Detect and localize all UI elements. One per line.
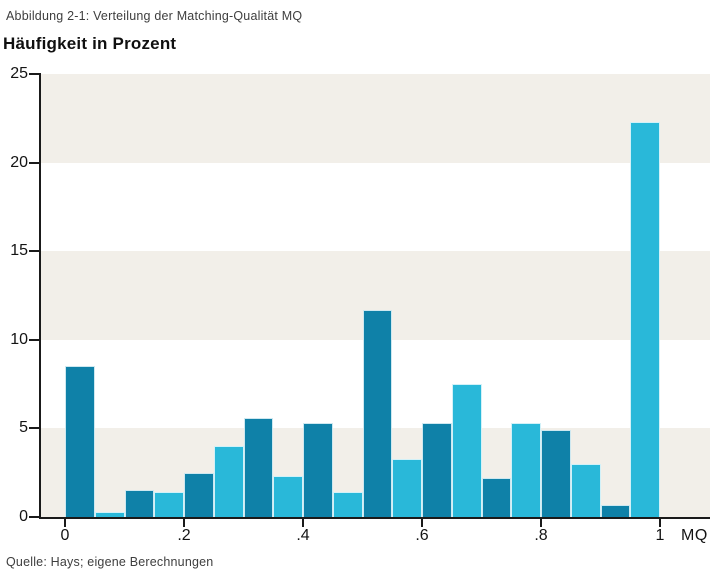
x-tick-label: .2 (177, 527, 191, 544)
x-tick-label: .6 (415, 527, 429, 544)
x-axis-line (39, 517, 710, 519)
y-axis-line (39, 73, 41, 519)
histogram-bar (422, 423, 452, 517)
y-tick-label: 0 (19, 508, 28, 525)
histogram-bar (392, 458, 422, 517)
histogram-bar (451, 384, 482, 517)
histogram-bar (541, 430, 571, 517)
histogram-bar (600, 504, 631, 517)
y-tick-mark (29, 73, 39, 75)
histogram-bar (511, 423, 541, 517)
y-tick-mark (29, 338, 39, 341)
background-band (41, 162, 710, 252)
histogram-bar (630, 121, 660, 517)
x-tick-label: 1 (655, 527, 665, 544)
histogram-bar (481, 478, 512, 517)
y-tick-label: 15 (10, 242, 28, 260)
histogram-bar (154, 492, 184, 517)
x-tick-mark (540, 519, 542, 527)
histogram-bar (184, 472, 214, 517)
background-band (41, 74, 710, 163)
y-tick-mark (29, 516, 39, 518)
histogram-bar (94, 511, 125, 517)
histogram-bar (362, 309, 393, 517)
y-tick-label: 20 (10, 153, 28, 171)
x-tick-label: .4 (296, 527, 310, 544)
histogram-bar (243, 417, 274, 517)
x-tick-label: .8 (534, 527, 548, 544)
histogram-bars (41, 74, 710, 517)
y-tick-mark (29, 427, 39, 430)
x-tick-label: 0 (60, 527, 70, 544)
x-tick-mark (64, 519, 66, 527)
x-tick-mark (421, 519, 423, 527)
x-tick-mark (183, 519, 185, 527)
y-axis-title: Häufigkeit in Prozent (3, 34, 177, 53)
x-tick-mark (302, 519, 304, 527)
y-tick-label: 5 (19, 419, 28, 437)
histogram-bar (303, 423, 333, 517)
y-tick-mark (29, 161, 39, 164)
x-tick-mark (659, 519, 661, 527)
histogram-bar (65, 366, 95, 517)
x-axis-label: MQ (681, 527, 708, 544)
source-note: Quelle: Hays; eigene Berechnungen (6, 555, 214, 569)
histogram-bar (273, 476, 303, 517)
y-tick-mark (29, 250, 39, 253)
figure-caption: Abbildung 2-1: Verteilung der Matching-Q… (6, 9, 303, 23)
histogram-bar (213, 446, 244, 517)
y-tick-label: 25 (10, 65, 28, 82)
histogram-bar (332, 492, 363, 517)
histogram-bar (570, 463, 601, 517)
y-tick-label: 10 (10, 330, 28, 348)
histogram-bar (124, 490, 155, 517)
